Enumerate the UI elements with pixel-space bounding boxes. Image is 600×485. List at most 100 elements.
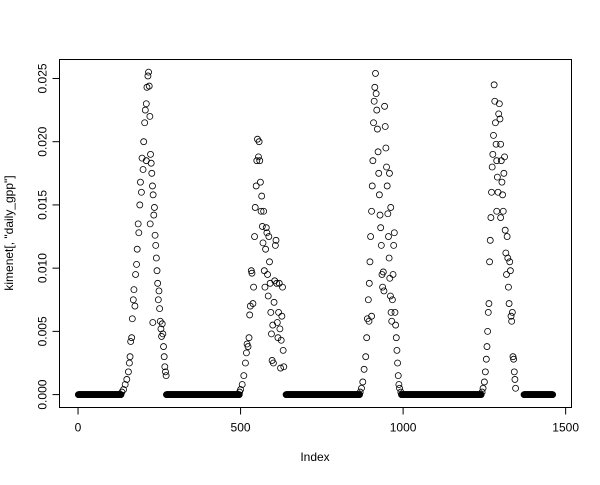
- data-point: [265, 233, 273, 240]
- data-point: [395, 381, 403, 388]
- data-point: [132, 271, 139, 278]
- data-point: [385, 254, 393, 262]
- data-point: [237, 386, 244, 393]
- data-point: [374, 125, 381, 133]
- data-point: [264, 271, 271, 278]
- data-point: [373, 106, 381, 114]
- data-point: [359, 378, 367, 386]
- data-point: [505, 300, 513, 307]
- data-point: [370, 97, 378, 105]
- data-point: [372, 70, 379, 77]
- data-point: [500, 169, 508, 177]
- x-axis: 0 500 1000 1500: [75, 407, 579, 435]
- data-point: [499, 191, 506, 199]
- data-point: [145, 82, 153, 90]
- data-point: [162, 368, 169, 376]
- data-point: [389, 271, 397, 278]
- data-point: [242, 359, 249, 367]
- data-point: [372, 90, 380, 98]
- data-point: [497, 140, 505, 148]
- data-point: [250, 283, 257, 291]
- data-point: [144, 72, 152, 80]
- data-point: [255, 153, 262, 161]
- y-tick-label: 0.015: [36, 190, 50, 220]
- data-point: [493, 207, 501, 215]
- data-point: [248, 269, 256, 277]
- data-point: [386, 169, 393, 177]
- data-point: [257, 207, 265, 215]
- data-point: [269, 321, 277, 329]
- data-point: [145, 68, 152, 76]
- data-point: [549, 391, 557, 399]
- data-point: [140, 138, 148, 146]
- data-point: [362, 353, 370, 361]
- data-point: [260, 267, 268, 275]
- data-point: [380, 287, 388, 295]
- data-point: [141, 119, 149, 127]
- data-point: [365, 279, 373, 287]
- data-point: [392, 334, 400, 342]
- data-points: [74, 68, 557, 399]
- data-point: [262, 224, 270, 232]
- y-axis-label: kimenet[, "daily_gpp"]: [2, 175, 16, 290]
- data-point: [263, 229, 271, 237]
- data-point: [506, 267, 514, 275]
- data-point: [235, 391, 243, 399]
- data-point: [510, 355, 518, 363]
- data-point: [146, 220, 154, 228]
- data-point: [390, 241, 398, 249]
- data-point: [158, 320, 166, 328]
- data-point: [511, 376, 519, 383]
- data-point: [273, 319, 281, 326]
- y-tick-label: 0.005: [36, 316, 50, 346]
- data-point: [501, 153, 508, 161]
- data-point: [256, 178, 264, 186]
- data-point: [279, 346, 287, 354]
- data-point: [388, 317, 396, 325]
- data-point: [139, 166, 147, 173]
- data-point: [255, 138, 263, 146]
- data-point: [258, 192, 266, 200]
- data-point: [480, 378, 488, 386]
- data-point: [358, 384, 365, 392]
- data-point: [148, 169, 156, 177]
- x-tick-label: 0: [75, 421, 82, 435]
- data-point: [270, 359, 277, 367]
- data-point: [249, 300, 257, 307]
- data-point: [153, 267, 161, 275]
- data-point: [133, 245, 141, 253]
- data-point: [259, 239, 267, 247]
- data-point: [120, 386, 127, 393]
- data-point: [256, 157, 264, 165]
- data-point: [268, 330, 275, 338]
- data-point: [244, 343, 252, 350]
- data-point: [506, 258, 514, 266]
- data-point: [277, 336, 285, 344]
- data-point: [251, 233, 258, 240]
- data-point: [159, 330, 167, 338]
- data-point: [131, 302, 139, 310]
- data-point: [397, 388, 405, 396]
- data-point: [356, 388, 364, 396]
- x-axis-label: Index: [300, 450, 329, 464]
- data-point: [508, 317, 516, 325]
- data-point: [147, 150, 154, 158]
- data-point: [129, 296, 137, 304]
- data-point: [383, 182, 391, 190]
- data-point: [503, 271, 510, 278]
- data-point: [479, 384, 487, 392]
- data-point: [137, 178, 144, 186]
- data-point: [367, 233, 375, 240]
- data-point: [379, 268, 387, 276]
- data-point: [394, 372, 402, 380]
- data-point: [253, 157, 261, 165]
- data-point: [374, 148, 382, 156]
- data-point: [495, 110, 503, 118]
- data-point: [364, 296, 372, 304]
- data-point: [277, 364, 284, 372]
- data-point: [275, 309, 283, 316]
- data-point: [482, 355, 490, 363]
- data-point: [501, 226, 509, 234]
- data-point: [247, 267, 255, 275]
- data-point: [128, 334, 136, 342]
